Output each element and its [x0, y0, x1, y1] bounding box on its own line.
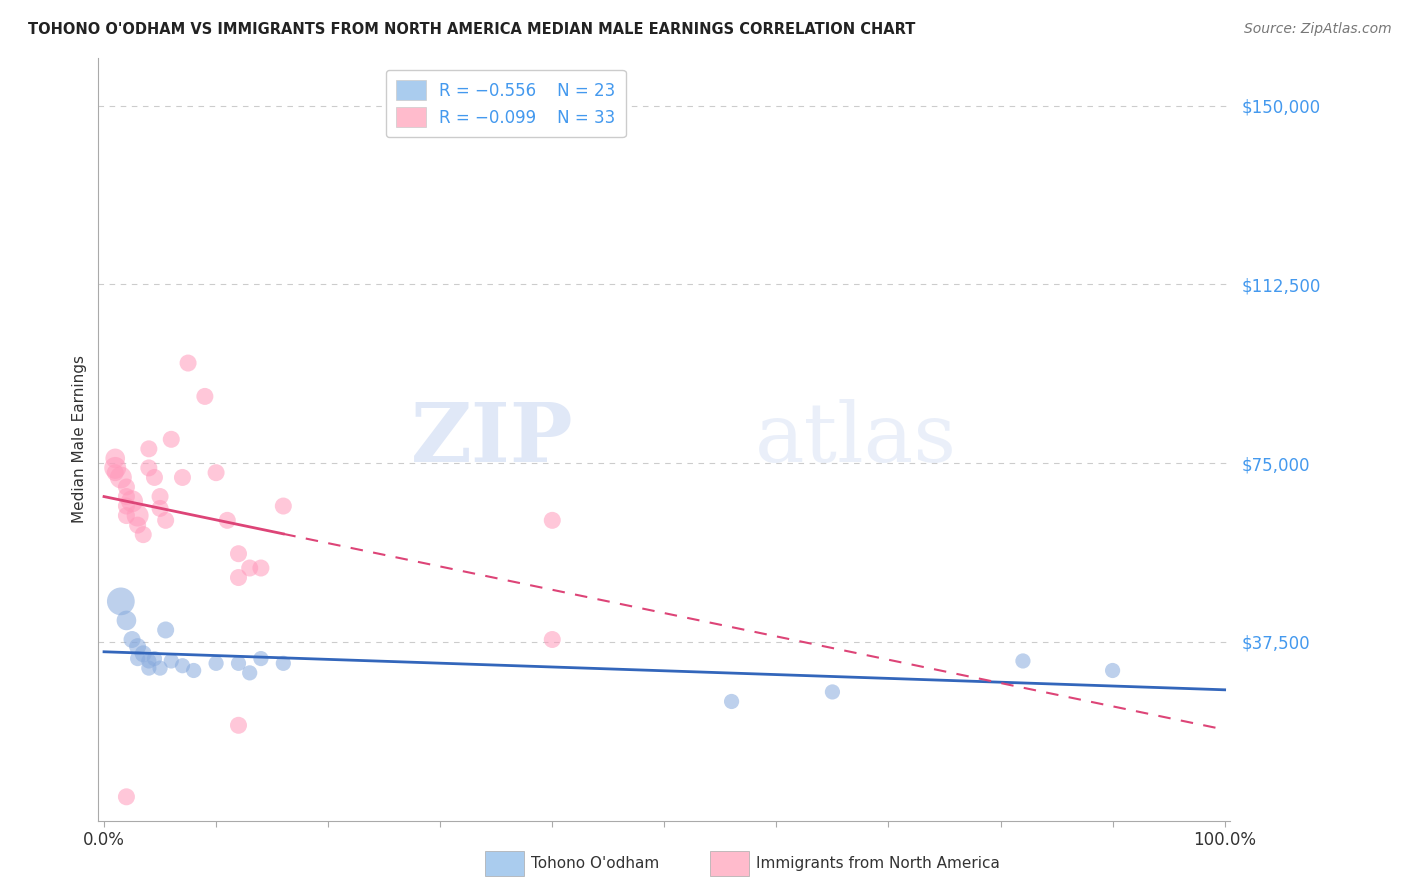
Point: [138, 661, 160, 675]
Point: [127, 518, 149, 533]
Point: [217, 513, 239, 527]
Point: [138, 654, 160, 668]
Point: [228, 718, 250, 732]
Point: [138, 442, 160, 456]
Point: [273, 499, 295, 513]
Point: [1012, 654, 1035, 668]
Point: [115, 508, 138, 523]
Point: [104, 461, 127, 475]
Point: [115, 480, 138, 494]
Point: [138, 461, 160, 475]
Point: [177, 356, 200, 370]
Text: TOHONO O'ODHAM VS IMMIGRANTS FROM NORTH AMERICA MEDIAN MALE EARNINGS CORRELATION: TOHONO O'ODHAM VS IMMIGRANTS FROM NORTH …: [28, 22, 915, 37]
Point: [127, 508, 149, 523]
Point: [149, 501, 172, 516]
Point: [149, 661, 172, 675]
Text: ZIP: ZIP: [411, 400, 574, 479]
Point: [115, 490, 138, 504]
Point: [228, 570, 250, 584]
Point: [183, 664, 205, 678]
Point: [155, 513, 177, 527]
Y-axis label: Median Male Earnings: Median Male Earnings: [72, 355, 87, 524]
Point: [1101, 664, 1123, 678]
Point: [720, 694, 742, 708]
Point: [239, 665, 262, 680]
Text: Source: ZipAtlas.com: Source: ZipAtlas.com: [1244, 22, 1392, 37]
Point: [127, 640, 149, 654]
Point: [110, 470, 132, 484]
Point: [132, 647, 155, 661]
Point: [143, 651, 166, 665]
Point: [115, 789, 138, 804]
Point: [541, 513, 564, 527]
Point: [132, 527, 155, 541]
Point: [821, 685, 844, 699]
Point: [273, 657, 295, 671]
Point: [115, 499, 138, 513]
Point: [104, 466, 127, 480]
Legend: R = −0.556    N = 23, R = −0.099    N = 33: R = −0.556 N = 23, R = −0.099 N = 33: [387, 70, 626, 137]
Point: [172, 658, 194, 673]
Point: [194, 389, 217, 403]
Point: [143, 470, 166, 484]
Point: [228, 657, 250, 671]
Point: [172, 470, 194, 484]
Point: [160, 654, 183, 668]
Point: [228, 547, 250, 561]
Point: [160, 432, 183, 446]
Point: [127, 651, 149, 665]
Point: [110, 594, 132, 608]
Point: [149, 490, 172, 504]
Point: [205, 657, 228, 671]
Text: Tohono O'odham: Tohono O'odham: [531, 856, 659, 871]
Point: [250, 651, 273, 665]
Point: [121, 632, 143, 647]
Point: [205, 466, 228, 480]
Point: [121, 494, 143, 508]
Point: [104, 451, 127, 466]
Point: [115, 614, 138, 628]
Point: [250, 561, 273, 575]
Text: Immigrants from North America: Immigrants from North America: [756, 856, 1000, 871]
Point: [155, 623, 177, 637]
Text: atlas: atlas: [755, 400, 957, 479]
Point: [541, 632, 564, 647]
Point: [239, 561, 262, 575]
